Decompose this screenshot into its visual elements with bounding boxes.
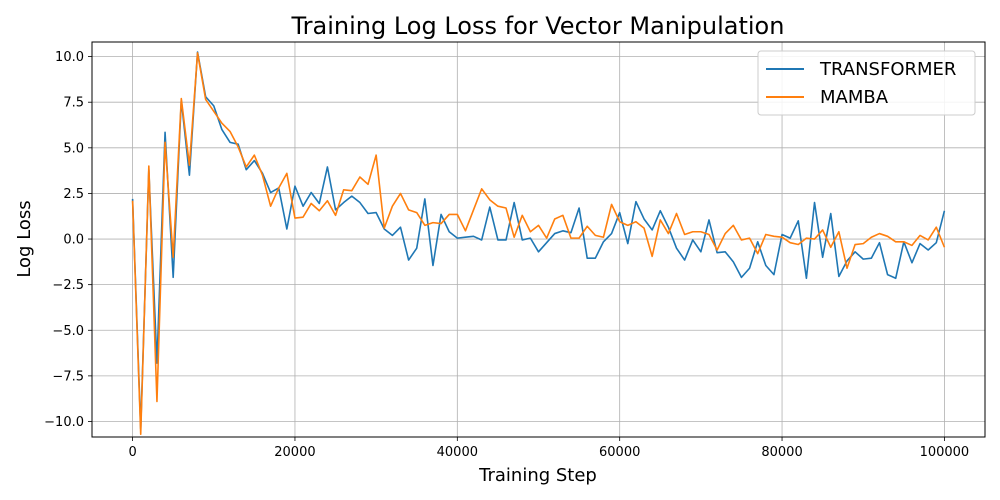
series-layer <box>131 51 946 436</box>
chart-title: Training Log Loss for Vector Manipulatio… <box>291 12 785 40</box>
x-tick-label: 60000 <box>599 445 640 460</box>
x-tick-label: 100000 <box>920 445 970 460</box>
y-tick-label: −5.0 <box>52 324 84 339</box>
x-axis-label: Training Step <box>478 465 597 486</box>
y-tick-label: 10.0 <box>55 50 84 65</box>
y-tick-label: −10.0 <box>44 415 84 430</box>
legend-box <box>757 50 976 116</box>
y-tick-label: 7.5 <box>63 96 84 111</box>
legend: TRANSFORMER MAMBA <box>757 50 976 116</box>
y-tick-label: 2.5 <box>63 187 84 202</box>
series-line-mamba <box>131 52 946 436</box>
y-tick-label: 0.0 <box>63 233 84 248</box>
legend-label: MAMBA <box>820 87 889 108</box>
plot-frame <box>91 41 986 438</box>
x-axis: 0 20000 40000 60000 80000 100000 <box>128 437 969 460</box>
x-tick-label: 80000 <box>761 445 802 460</box>
x-tick-label: 20000 <box>274 445 315 460</box>
y-axis: −10.0 −7.5 −5.0 −2.5 0.0 2.5 5.0 7.5 10.0 <box>44 50 92 430</box>
y-axis-label: Log Loss <box>14 200 35 277</box>
x-tick-label: 40000 <box>437 445 478 460</box>
series-line-transformer <box>131 51 946 430</box>
x-tick-label: 0 <box>128 445 136 460</box>
y-tick-label: −7.5 <box>52 369 84 384</box>
y-tick-label: −2.5 <box>52 278 84 293</box>
legend-label: TRANSFORMER <box>819 59 956 80</box>
y-tick-label: 5.0 <box>63 141 84 156</box>
